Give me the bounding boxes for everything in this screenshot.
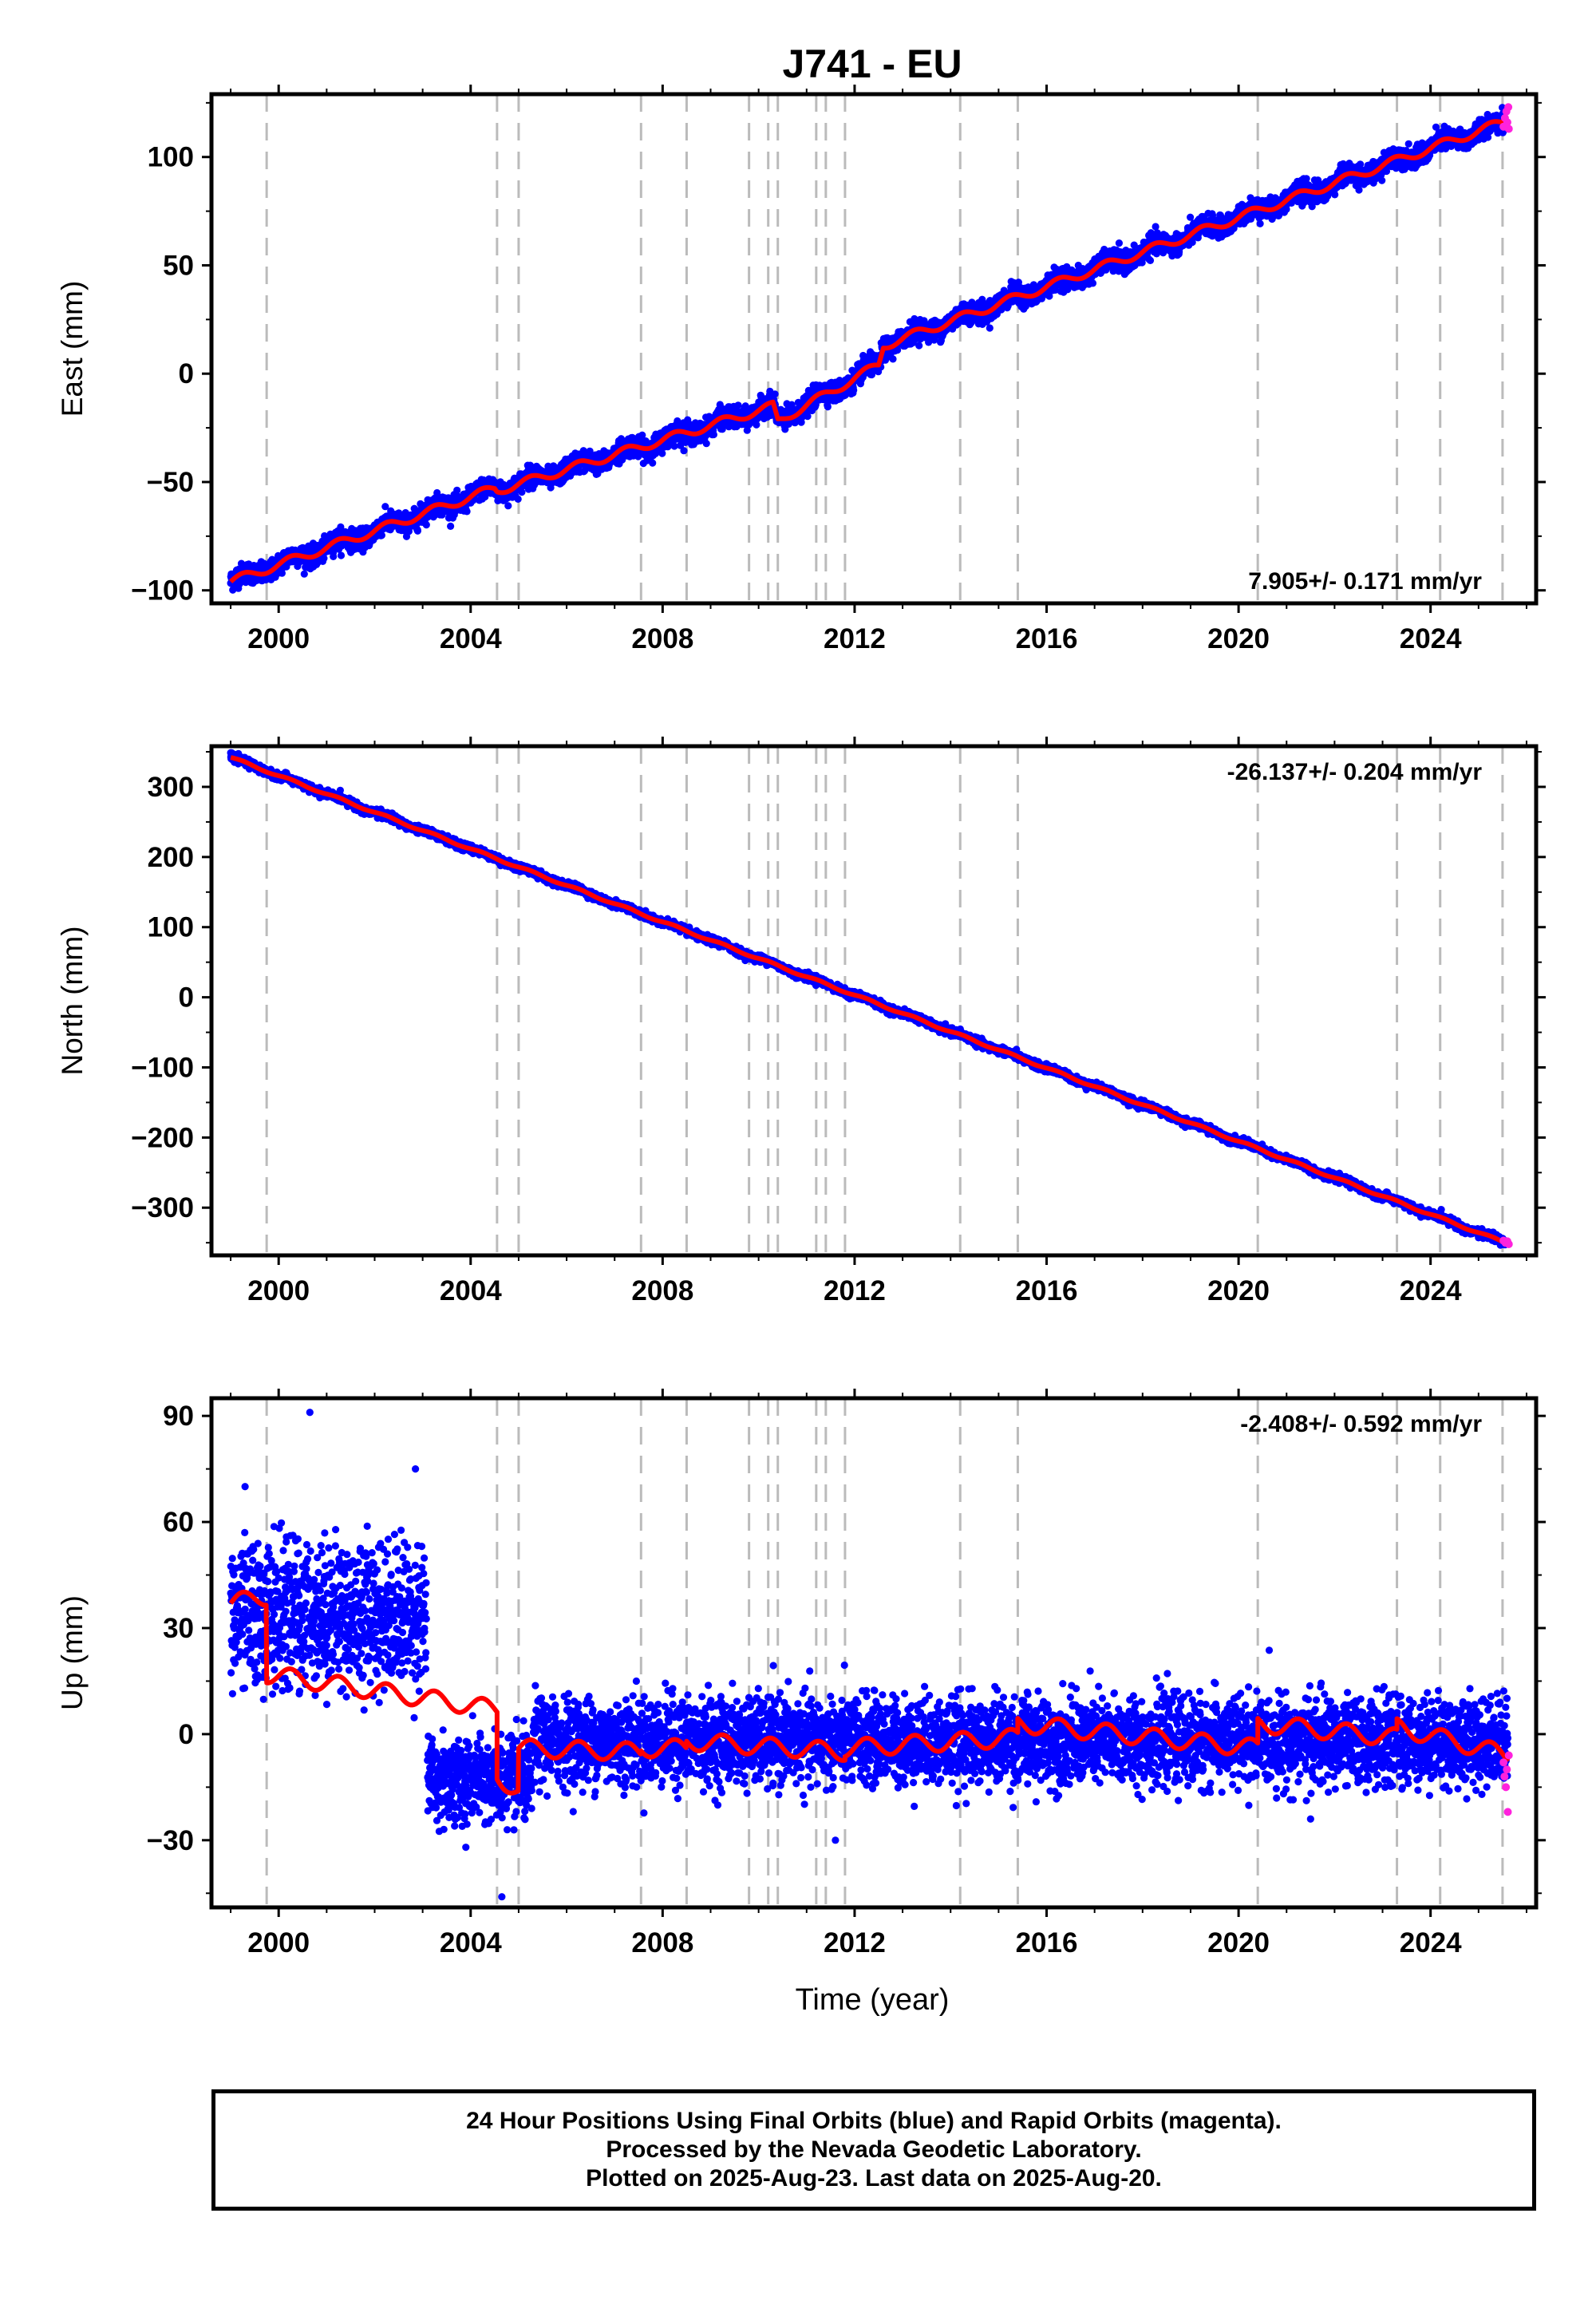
data-point <box>381 503 389 511</box>
data-point <box>433 488 441 497</box>
data-point <box>422 521 430 529</box>
data-point <box>709 430 718 439</box>
data-point <box>824 403 832 411</box>
data-point <box>453 486 461 494</box>
data-point <box>889 355 897 363</box>
data-point <box>771 390 779 398</box>
data-point <box>1146 256 1155 264</box>
data-point <box>1115 239 1123 247</box>
data-point <box>1256 219 1264 227</box>
data-point <box>649 459 657 467</box>
data-point <box>300 570 308 578</box>
data-point <box>514 495 522 504</box>
data-point <box>337 551 346 559</box>
final-orbit-points <box>227 104 1509 594</box>
data-point <box>320 555 328 563</box>
data-point <box>680 447 688 455</box>
data-point <box>915 342 923 350</box>
chart-title: J741 - EU <box>782 41 962 86</box>
data-point <box>330 552 338 561</box>
data-point <box>658 449 666 457</box>
data-point <box>463 508 471 516</box>
data-point <box>702 440 710 448</box>
data-point <box>377 532 385 539</box>
data-point <box>504 502 512 510</box>
data-point <box>986 324 994 332</box>
data-point <box>1152 223 1159 231</box>
data-point <box>1088 279 1097 287</box>
data-point <box>413 527 422 535</box>
data-point <box>447 522 455 531</box>
data-point <box>850 386 858 394</box>
